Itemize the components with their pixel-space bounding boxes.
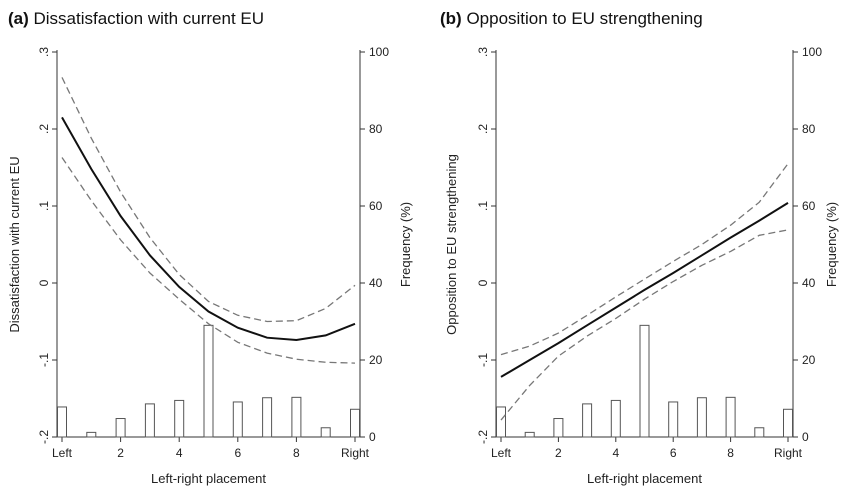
frequency-bar (262, 397, 273, 438)
panel-title-text: Opposition to EU strengthening (466, 9, 702, 28)
ci-lower-line (500, 229, 789, 421)
frequency-bar (115, 418, 126, 438)
panel-label: (a) (8, 9, 34, 28)
frequency-bar (174, 399, 185, 438)
y2-tick-label: 20 (369, 353, 383, 367)
y-axis-title: Opposition to EU strengthening (444, 154, 459, 335)
frequency-bar (639, 324, 650, 438)
fit-line (61, 116, 356, 342)
frequency-bar (144, 403, 155, 438)
frequency-bar (610, 399, 621, 438)
frequency-bar (232, 401, 243, 438)
y2-tick-label: 40 (802, 276, 816, 290)
y2-tick-label: 100 (802, 45, 822, 59)
frequency-bar (754, 427, 765, 438)
frequency-bar (496, 406, 506, 438)
y2-tick-label: 40 (369, 276, 383, 290)
y2-tick-label: 80 (369, 122, 383, 136)
x-tick-label: 8 (293, 446, 300, 460)
y2-tick-label: 0 (802, 430, 809, 444)
y-axis-title: Dissatisfaction with current EU (7, 156, 22, 332)
frequency-bar (553, 418, 564, 438)
y-tick-label: -.2 (476, 430, 490, 444)
y2-tick-label: 20 (802, 353, 816, 367)
frequency-bar (86, 431, 97, 438)
panel-title: (b) Opposition to EU strengthening (440, 9, 703, 28)
x-tick-label: 2 (555, 446, 562, 460)
x-tick-label: Left (491, 446, 512, 460)
y-tick-label: .2 (476, 124, 490, 134)
y2-tick-label: 60 (369, 199, 383, 213)
y2-axis-title: Frequency (%) (398, 202, 413, 287)
frequency-bar (350, 408, 360, 438)
frequency-bar (668, 401, 679, 438)
x-tick-label: Right (341, 446, 370, 460)
panel-title-text: Dissatisfaction with current EU (34, 9, 265, 28)
panel-title: (a) Dissatisfaction with current EU (8, 9, 264, 28)
frequency-bar (291, 396, 302, 438)
frequency-bar (582, 403, 593, 438)
y2-axis-title: Frequency (%) (824, 202, 839, 287)
y-tick-label: 0 (476, 279, 490, 286)
x-tick-label: 4 (612, 446, 619, 460)
y-tick-label: -.2 (37, 430, 51, 444)
y2-tick-label: 60 (802, 199, 816, 213)
x-tick-label: Right (774, 446, 803, 460)
ci-upper-line (61, 77, 356, 323)
ci-lower-line (61, 157, 356, 364)
y-tick-label: 0 (37, 279, 51, 286)
x-axis-title: Left-right placement (151, 471, 266, 486)
x-tick-label: 2 (117, 446, 124, 460)
panel-label: (b) (440, 9, 466, 28)
fit-line (500, 202, 789, 378)
x-tick-label: 4 (176, 446, 183, 460)
frequency-bar (725, 396, 736, 438)
panel-a: (a) Dissatisfaction with current EU -.2 -.… (7, 9, 413, 486)
y2-tick-label: 80 (802, 122, 816, 136)
y-tick-label: -.1 (37, 353, 51, 367)
y-tick-label: .2 (37, 124, 51, 134)
x-axis-title: Left-right placement (587, 471, 702, 486)
frequency-bar (57, 406, 67, 438)
x-tick-label: Left (52, 446, 73, 460)
y-tick-label: .1 (476, 201, 490, 211)
y-tick-label: .3 (37, 47, 51, 57)
x-tick-label: 6 (234, 446, 241, 460)
x-tick-label: 8 (727, 446, 734, 460)
frequency-bar (203, 324, 214, 438)
y-tick-label: .3 (476, 47, 490, 57)
y-tick-label: .1 (37, 201, 51, 211)
ci-upper-line (500, 163, 789, 356)
panel-b: (b) Opposition to EU strengthening -.2 -.1… (440, 9, 839, 486)
frequency-bar (524, 431, 535, 438)
y2-tick-label: 100 (369, 45, 389, 59)
x-tick-label: 6 (670, 446, 677, 460)
frequency-bar (783, 408, 793, 438)
frequency-bar (696, 397, 707, 438)
y-tick-label: -.1 (476, 353, 490, 367)
y2-tick-label: 0 (369, 430, 376, 444)
frequency-bar (320, 427, 331, 438)
